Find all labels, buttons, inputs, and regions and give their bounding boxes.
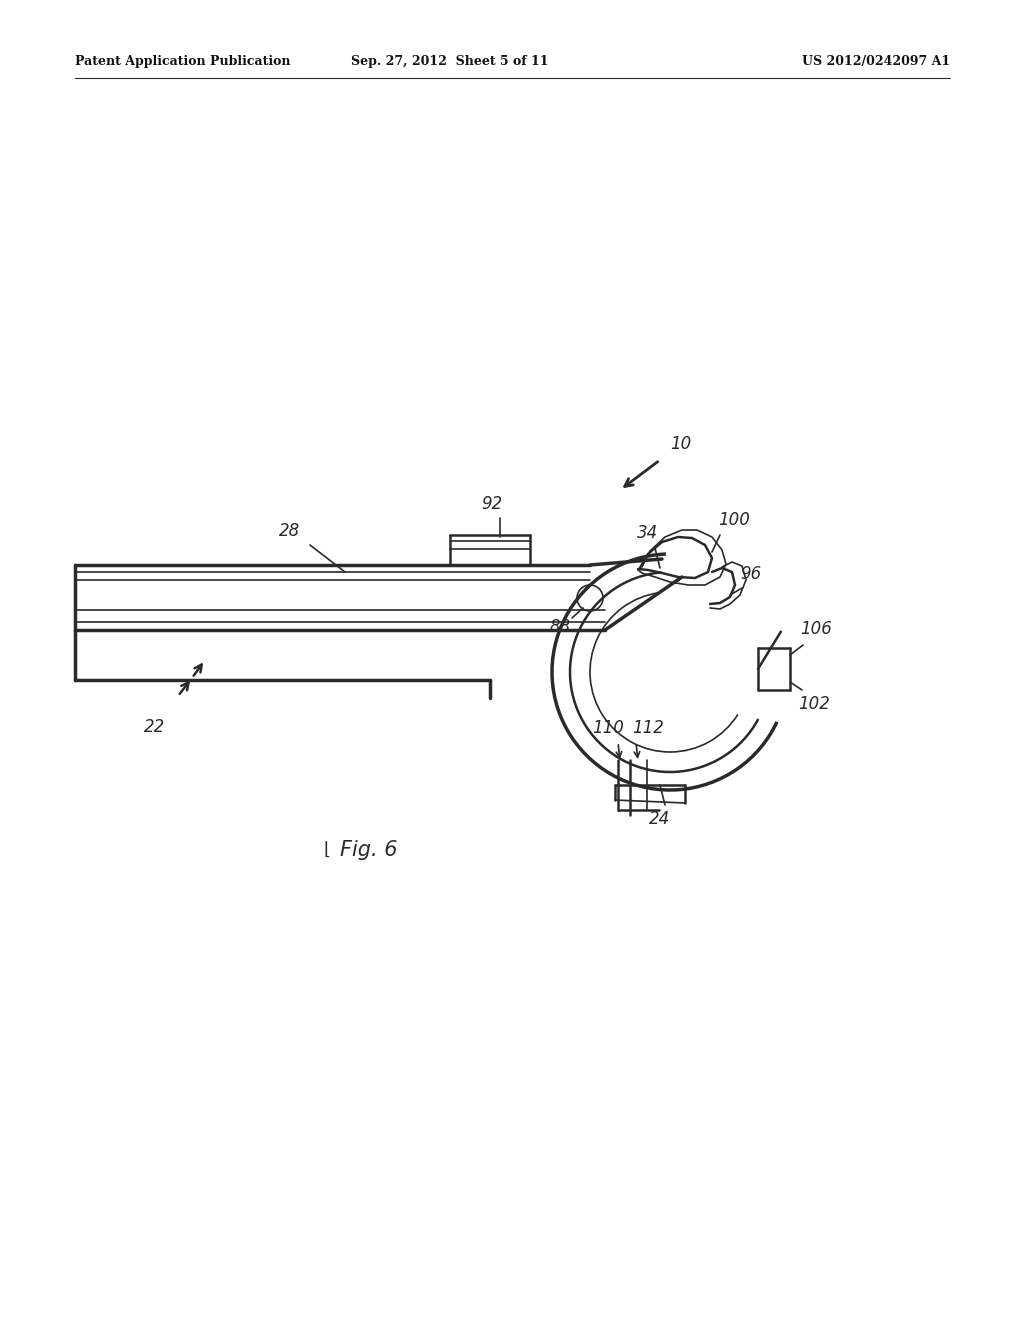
Text: 102: 102 <box>798 696 829 713</box>
Text: 10: 10 <box>670 436 691 453</box>
Text: 100: 100 <box>718 511 750 529</box>
Text: 88: 88 <box>549 618 570 636</box>
Text: 92: 92 <box>481 495 503 513</box>
Text: 112: 112 <box>632 719 664 737</box>
Text: 110: 110 <box>592 719 624 737</box>
Text: Sep. 27, 2012  Sheet 5 of 11: Sep. 27, 2012 Sheet 5 of 11 <box>351 55 549 69</box>
Text: 106: 106 <box>800 620 831 638</box>
Text: 22: 22 <box>144 718 166 737</box>
Text: $\lfloor$: $\lfloor$ <box>323 840 330 859</box>
Text: 96: 96 <box>740 565 761 583</box>
Text: Fig. 6: Fig. 6 <box>340 840 397 861</box>
Text: 28: 28 <box>280 521 301 540</box>
Text: US 2012/0242097 A1: US 2012/0242097 A1 <box>802 55 950 69</box>
Text: 24: 24 <box>649 810 671 828</box>
Text: Patent Application Publication: Patent Application Publication <box>75 55 291 69</box>
Text: 34: 34 <box>637 524 658 543</box>
